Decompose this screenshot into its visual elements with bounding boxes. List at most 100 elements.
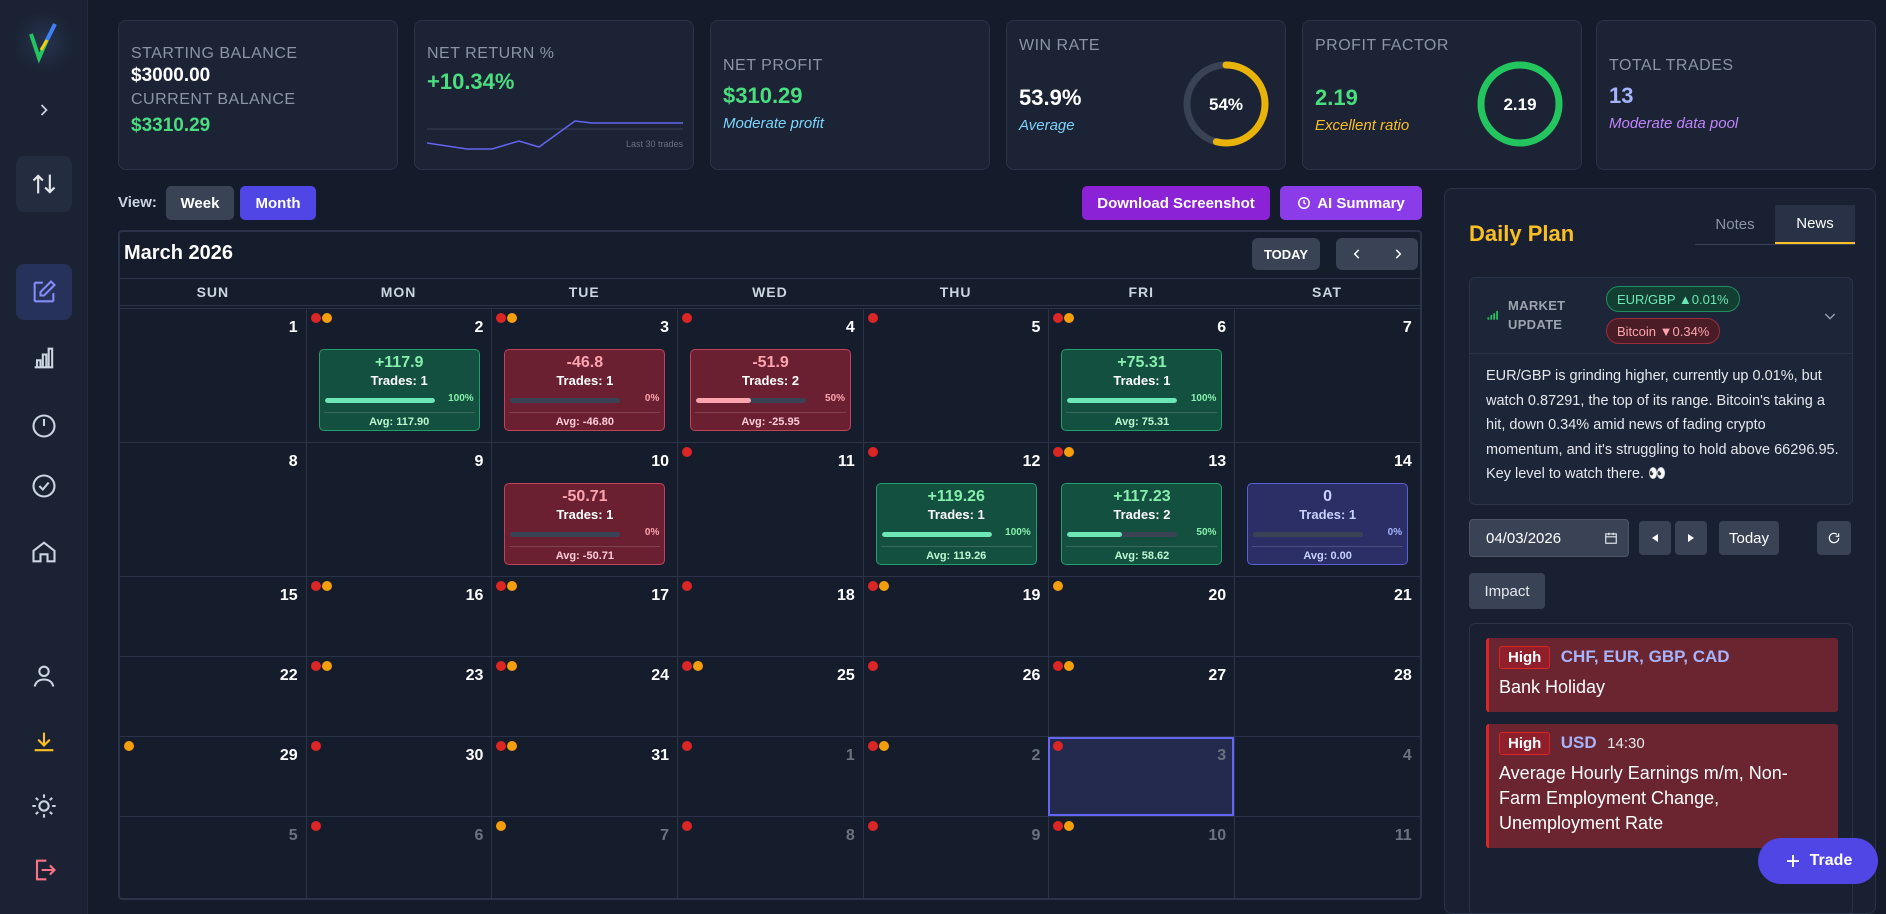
calendar-day-cell[interactable]: 5 xyxy=(862,309,1049,442)
calendar-day-cell[interactable]: 8 xyxy=(120,443,306,576)
week-view-button[interactable]: Week xyxy=(166,186,234,220)
download-screenshot-button[interactable]: Download Screenshot xyxy=(1082,186,1270,220)
tab-news[interactable]: News xyxy=(1775,205,1855,244)
trade-summary-card[interactable]: +117.9 Trades: 1 100% Avg: 117.90 xyxy=(318,349,480,431)
event-dots xyxy=(496,313,518,323)
trade-summary-card[interactable]: -50.71 Trades: 1 0% Avg: -50.71 xyxy=(504,483,666,565)
trade-summary-card[interactable]: +119.26 Trades: 1 100% Avg: 119.26 xyxy=(875,483,1037,565)
calendar-day-cell[interactable]: 13 +117.23 Trades: 2 50% Avg: 58.62 xyxy=(1048,443,1234,576)
starting-balance-label: Starting Balance xyxy=(131,45,298,62)
day-number: 5 xyxy=(288,827,298,844)
day-number: 10 xyxy=(1208,827,1227,844)
month-view-button[interactable]: Month xyxy=(240,186,316,220)
calendar-day-cell[interactable]: 19 xyxy=(862,577,1049,656)
calendar-day-cell[interactable]: 29 xyxy=(120,737,306,816)
calendar-day-cell[interactable]: 16 xyxy=(305,577,492,656)
gauge-icon[interactable] xyxy=(16,398,72,454)
calendar-day-cell[interactable]: 18 xyxy=(677,577,863,656)
win-ratio-fill xyxy=(696,398,752,403)
calendar-day-cell[interactable]: 3 xyxy=(1048,737,1235,816)
calendar-day-cell[interactable]: 8 xyxy=(677,817,863,898)
trade-average: Avg: 119.26 xyxy=(880,546,1032,562)
calendar-day-cell[interactable]: 14 0 Trades: 1 0% Avg: 0.00 xyxy=(1234,443,1420,576)
trade-average: Avg: -50.71 xyxy=(509,546,661,562)
impact-filter-button[interactable]: Impact xyxy=(1469,573,1545,609)
calendar-day-cell[interactable]: 24 xyxy=(491,657,677,736)
calendar-day-cell[interactable]: 25 xyxy=(677,657,863,736)
calendar-day-cell[interactable]: 6 +75.31 Trades: 1 100% Avg: 75.31 xyxy=(1048,309,1234,442)
total-trades-card: Total Trades 13 Moderate data pool xyxy=(1596,20,1876,170)
calendar-day-cell[interactable]: 9 xyxy=(862,817,1049,898)
calendar-day-cell[interactable]: 11 xyxy=(677,443,863,576)
calendar-day-cell[interactable]: 6 xyxy=(305,817,492,898)
expand-sidebar-button[interactable] xyxy=(16,82,72,138)
calendar-day-cell[interactable]: 21 xyxy=(1234,577,1420,656)
day-number: 17 xyxy=(651,587,670,604)
calendar-day-cell[interactable]: 2 +117.9 Trades: 1 100% Avg: 117.90 xyxy=(305,309,492,442)
calendar-day-cell[interactable]: 20 xyxy=(1048,577,1234,656)
total-trades-label: Total Trades xyxy=(1609,57,1734,74)
journal-edit-icon[interactable] xyxy=(16,264,72,320)
theme-sun-icon[interactable] xyxy=(16,778,72,834)
calendar-day-cell[interactable]: 31 xyxy=(491,737,677,816)
calendar-day-cell[interactable]: 7 xyxy=(1234,309,1420,442)
calendar-day-cell[interactable]: 3 -46.8 Trades: 1 0% Avg: -46.80 xyxy=(491,309,677,442)
trade-summary-card[interactable]: +75.31 Trades: 1 100% Avg: 75.31 xyxy=(1061,349,1223,431)
market-update-header[interactable]: MARKET UPDATE EUR/GBP ▲0.01% Bitcoin ▼0.… xyxy=(1470,278,1852,354)
next-month-button[interactable] xyxy=(1377,238,1418,270)
tab-notes[interactable]: Notes xyxy=(1715,216,1755,233)
calendar-day-cell[interactable]: 17 xyxy=(491,577,677,656)
calendar-day-cell[interactable]: 4 xyxy=(1234,737,1420,816)
calendar-day-cell[interactable]: 11 xyxy=(1234,817,1420,898)
trade-count: Trades: 1 xyxy=(556,373,614,388)
calendar-day-cell[interactable]: 15 xyxy=(120,577,306,656)
prev-day-button[interactable] xyxy=(1639,521,1671,555)
event-currency: USD xyxy=(1560,733,1597,752)
trade-summary-card[interactable]: -51.9 Trades: 2 50% Avg: -25.95 xyxy=(690,349,852,431)
swap-icon[interactable] xyxy=(16,156,72,212)
calendar-day-cell[interactable]: 22 xyxy=(120,657,306,736)
calendar-day-cell[interactable]: 1 xyxy=(677,737,863,816)
calendar-day-cell[interactable]: 10 -50.71 Trades: 1 0% Avg: -50.71 xyxy=(491,443,677,576)
calendar-day-cell[interactable]: 7 xyxy=(491,817,677,898)
calendar-day-cell[interactable]: 30 xyxy=(305,737,492,816)
bar-chart-icon[interactable] xyxy=(16,330,72,386)
ai-summary-button[interactable]: AI Summary xyxy=(1280,186,1422,220)
sparkline-caption: Last 30 trades xyxy=(625,139,683,149)
day-number: 24 xyxy=(651,667,670,684)
calendar-day-cell[interactable]: 26 xyxy=(862,657,1049,736)
calendar-day-cell[interactable]: 1 xyxy=(120,309,306,442)
logout-icon[interactable] xyxy=(16,842,72,898)
calendar-day-cell[interactable]: 23 xyxy=(305,657,492,736)
calendar-day-cell[interactable]: 10 xyxy=(1048,817,1234,898)
prev-month-button[interactable] xyxy=(1336,238,1377,270)
calendar-day-cell[interactable]: 9 xyxy=(305,443,492,576)
date-input[interactable]: 04/03/2026 xyxy=(1469,519,1629,557)
trade-summary-card[interactable]: 0 Trades: 1 0% Avg: 0.00 xyxy=(1247,483,1409,565)
calendar-today-button[interactable]: TODAY xyxy=(1252,238,1320,270)
calendar-day-cell[interactable]: 27 xyxy=(1048,657,1234,736)
weekday-label: FRI xyxy=(1128,284,1155,300)
calendar-day-cell[interactable]: 12 +119.26 Trades: 1 100% Avg: 119.26 xyxy=(862,443,1049,576)
new-trade-button[interactable]: Trade xyxy=(1758,838,1878,884)
check-circle-icon[interactable] xyxy=(16,458,72,514)
app-logo[interactable] xyxy=(16,6,72,78)
calendar-day-cell[interactable]: 5 xyxy=(120,817,306,898)
home-icon[interactable] xyxy=(16,524,72,580)
trade-count: Trades: 2 xyxy=(742,373,800,388)
calendar-day-cell[interactable]: 28 xyxy=(1234,657,1420,736)
calendar-day-cell[interactable]: 2 xyxy=(862,737,1049,816)
today-button[interactable]: Today xyxy=(1719,521,1779,555)
download-icon[interactable] xyxy=(16,714,72,770)
trade-summary-card[interactable]: -46.8 Trades: 1 0% Avg: -46.80 xyxy=(504,349,666,431)
event-dots xyxy=(496,741,518,751)
next-day-button[interactable] xyxy=(1675,521,1707,555)
refresh-button[interactable] xyxy=(1817,521,1851,555)
user-icon[interactable] xyxy=(16,648,72,704)
trade-summary-card[interactable]: +117.23 Trades: 2 50% Avg: 58.62 xyxy=(1061,483,1223,565)
chevron-down-icon[interactable] xyxy=(1822,308,1838,324)
calendar-day-cell[interactable]: 4 -51.9 Trades: 2 50% Avg: -25.95 xyxy=(677,309,863,442)
high-impact-dot xyxy=(496,741,507,751)
high-impact-dot xyxy=(682,661,693,671)
event-dots xyxy=(124,741,134,751)
